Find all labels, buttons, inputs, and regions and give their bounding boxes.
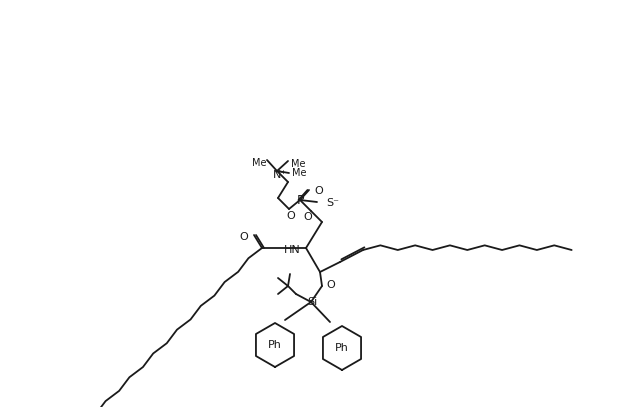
Text: Me: Me — [252, 158, 266, 168]
Text: O: O — [304, 212, 312, 222]
Text: Si: Si — [307, 297, 317, 307]
Text: HN: HN — [283, 245, 300, 255]
Text: P: P — [296, 195, 304, 208]
Text: Me: Me — [292, 168, 306, 178]
Text: Ph: Ph — [268, 340, 282, 350]
Text: O: O — [314, 186, 324, 196]
Text: O: O — [327, 280, 335, 290]
Text: Ph: Ph — [335, 343, 349, 353]
Text: O: O — [239, 232, 249, 242]
Text: N⁺: N⁺ — [273, 170, 287, 180]
Text: O: O — [286, 211, 295, 221]
Text: Me: Me — [291, 159, 305, 169]
Text: S⁻: S⁻ — [327, 198, 340, 208]
